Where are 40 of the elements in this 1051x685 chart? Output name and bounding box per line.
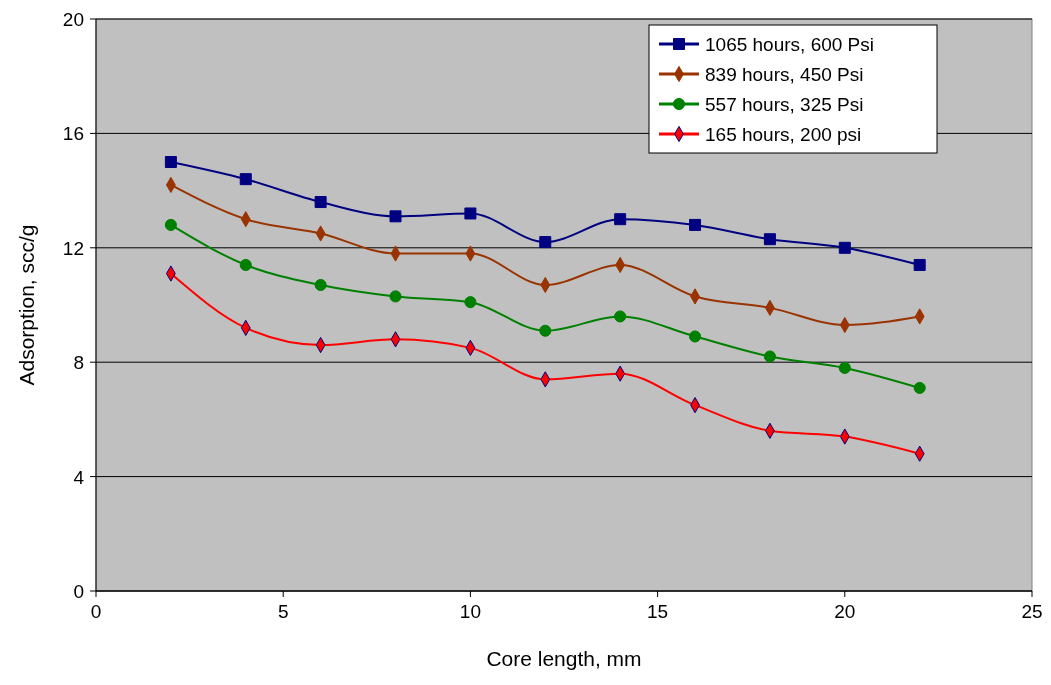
point (913, 258, 926, 271)
point (689, 218, 702, 231)
point (389, 210, 402, 223)
point (539, 324, 552, 337)
point (464, 207, 477, 220)
point (164, 156, 177, 168)
x-tick-label: 20 (834, 601, 856, 622)
point (314, 278, 327, 292)
point (763, 350, 776, 363)
x-tick-label: 0 (90, 601, 102, 622)
point (913, 381, 926, 394)
legend-label: 839 hours, 450 Psi (705, 64, 864, 85)
point (614, 213, 627, 226)
legend-label: 165 hours, 200 psi (705, 124, 862, 145)
x-axis-title: Core length, mm (486, 647, 642, 670)
legend-label: 1065 hours, 600 Psi (705, 34, 875, 55)
y-tick-label: 8 (73, 352, 84, 374)
point (688, 330, 702, 343)
y-tick-label: 4 (73, 466, 85, 488)
point (838, 241, 851, 254)
point (164, 218, 177, 231)
y-tick-label: 12 (62, 237, 84, 259)
y-tick-label: 0 (73, 581, 84, 602)
point (239, 173, 252, 186)
point (314, 196, 327, 209)
point (389, 290, 402, 303)
x-tick-label: 25 (1021, 601, 1043, 622)
y-tick-label: 20 (62, 9, 84, 30)
point (838, 361, 851, 374)
point (239, 258, 252, 271)
point (614, 310, 627, 323)
y-axis-title: Adsorption, scc/g (15, 224, 38, 386)
y-tick-label: 16 (62, 123, 84, 145)
point (464, 296, 477, 309)
legend-label: 557 hours, 325 Psi (705, 94, 864, 115)
x-tick-label: 15 (647, 601, 669, 622)
x-tick-label: 10 (459, 601, 481, 622)
point (539, 236, 552, 249)
x-tick-label: 5 (277, 601, 289, 622)
point (763, 233, 776, 246)
